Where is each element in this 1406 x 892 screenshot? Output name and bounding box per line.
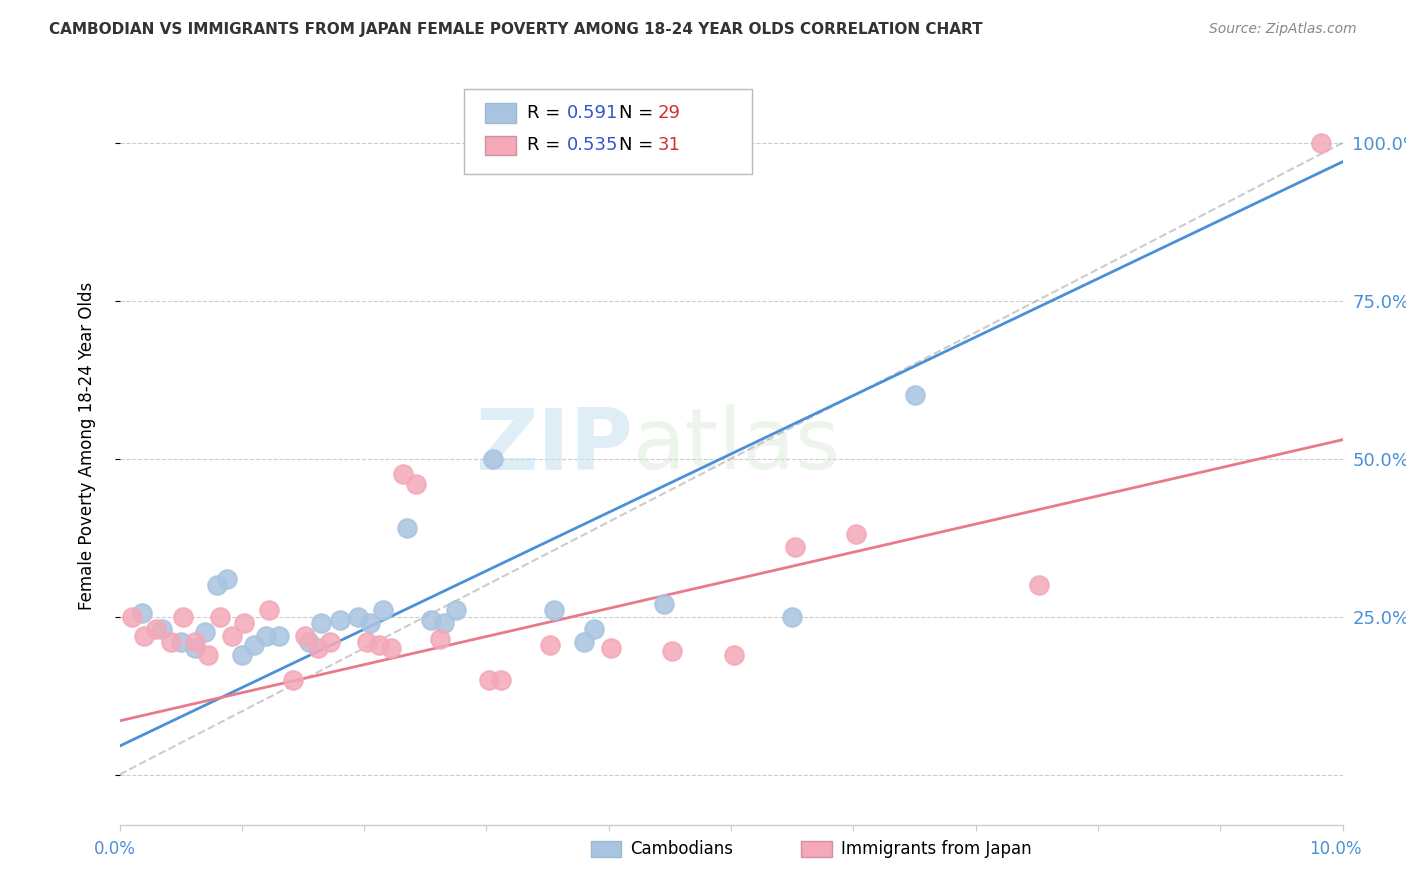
Point [356,635,378,649]
Point [783,540,806,554]
Point [347,609,370,624]
Point [169,635,191,649]
Text: 0.591: 0.591 [567,104,619,122]
Point [172,609,194,624]
Point [371,603,394,617]
Text: R =: R = [527,136,567,154]
Point [254,629,277,643]
Point [481,451,503,466]
Text: 10.0%: 10.0% [1309,840,1362,858]
Point [392,467,415,482]
Text: CAMBODIAN VS IMMIGRANTS FROM JAPAN FEMALE POVERTY AMONG 18-24 YEAR OLDS CORRELAT: CAMBODIAN VS IMMIGRANTS FROM JAPAN FEMAL… [49,22,983,37]
Text: 0.535: 0.535 [567,136,619,154]
Point [150,622,173,636]
Point [538,638,561,652]
Point [1309,136,1331,150]
Point [661,644,683,658]
Point [444,603,467,617]
Text: Cambodians: Cambodians [630,840,733,858]
Point [433,615,456,630]
Point [197,648,219,662]
Point [294,629,316,643]
Text: ZIP: ZIP [475,404,633,488]
Point [233,615,256,630]
Text: R =: R = [527,104,567,122]
Point [652,597,675,611]
Point [145,622,167,636]
Point [207,578,229,592]
Point [489,673,512,687]
Point [845,527,868,541]
Point [257,603,280,617]
Point [429,632,451,646]
Point [600,641,623,656]
Text: 31: 31 [658,136,681,154]
Point [537,104,560,119]
Point [231,648,253,662]
Point [221,629,243,643]
Point [184,641,207,656]
Y-axis label: Female Poverty Among 18-24 Year Olds: Female Poverty Among 18-24 Year Olds [77,282,96,610]
Text: N =: N = [619,136,658,154]
Point [1028,578,1050,592]
Point [405,477,427,491]
Point [283,673,305,687]
Point [194,625,217,640]
Text: Immigrants from Japan: Immigrants from Japan [841,840,1032,858]
Point [208,609,231,624]
Point [543,603,565,617]
Point [319,635,342,649]
Point [121,609,143,624]
Point [311,615,333,630]
Point [904,388,927,402]
Point [380,641,402,656]
Point [132,629,155,643]
Point [723,648,745,662]
Point [420,613,443,627]
Point [184,635,207,649]
Text: atlas: atlas [633,404,841,488]
Point [359,615,381,630]
Point [131,607,153,621]
Point [160,635,183,649]
Text: 29: 29 [658,104,681,122]
Point [217,572,239,586]
Point [298,635,321,649]
Point [367,638,389,652]
Point [329,613,352,627]
Text: 0.0%: 0.0% [94,840,136,858]
Point [782,609,804,624]
Point [395,521,418,535]
Point [583,622,606,636]
Point [267,629,290,643]
Text: N =: N = [619,104,658,122]
Point [307,641,329,656]
Point [243,638,266,652]
Point [574,635,596,649]
Text: Source: ZipAtlas.com: Source: ZipAtlas.com [1209,22,1357,37]
Point [478,673,501,687]
